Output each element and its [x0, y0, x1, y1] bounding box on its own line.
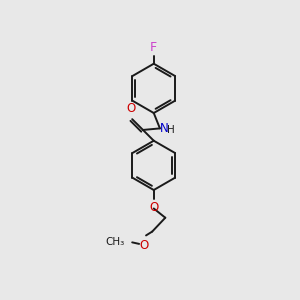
Text: O: O: [126, 102, 135, 115]
Text: O: O: [149, 201, 158, 214]
Text: CH₃: CH₃: [105, 237, 124, 248]
Text: H: H: [167, 125, 175, 135]
Text: F: F: [150, 41, 157, 54]
Text: O: O: [139, 239, 148, 252]
Text: N: N: [160, 122, 169, 135]
